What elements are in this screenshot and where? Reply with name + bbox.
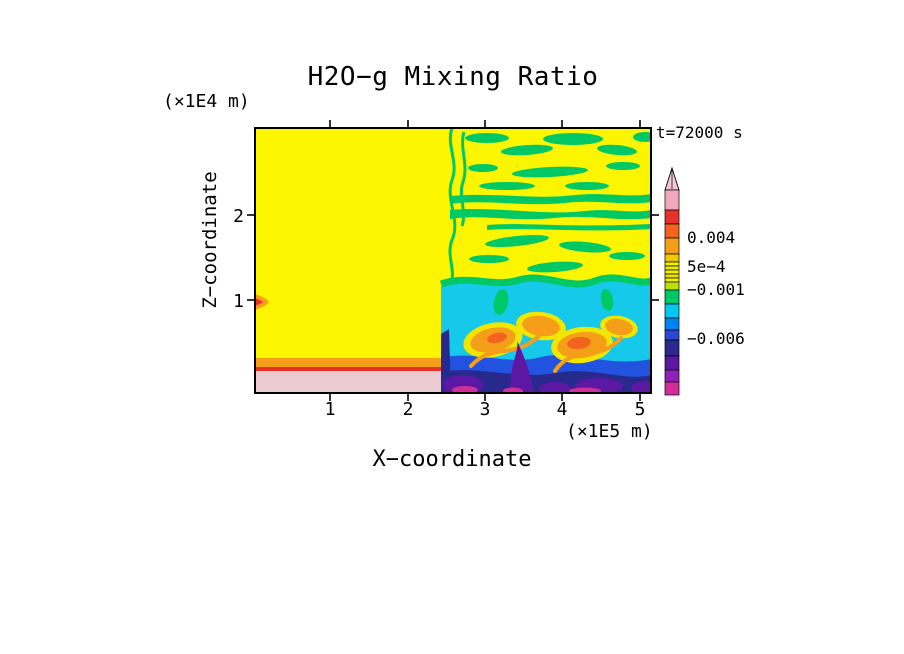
x-tick-label-5: 5 xyxy=(635,399,646,420)
y-axis-label: Z−coordinate xyxy=(199,171,221,308)
colorbar-label-1: 5e−4 xyxy=(687,257,726,276)
contour-field xyxy=(255,128,651,393)
colorbar-segments xyxy=(664,189,680,396)
colorbar-segment xyxy=(664,189,680,211)
surface-red-line xyxy=(255,367,454,371)
green-rim xyxy=(439,274,651,288)
colorbar-segment xyxy=(664,237,680,255)
x-axis-units: (×1E5 m) xyxy=(566,421,653,442)
colorbar-segment xyxy=(664,329,680,341)
axis-ticks xyxy=(247,120,659,401)
surface-pink-strip xyxy=(255,371,451,393)
colorbar-segment xyxy=(664,269,680,275)
colorbar-segment xyxy=(664,265,680,271)
colorbar-segment xyxy=(664,289,680,305)
colorbar-label-0: 0.004 xyxy=(687,228,735,247)
orange-plumes xyxy=(463,311,638,373)
y-tick-label-1: 1 xyxy=(233,291,244,312)
colorbar-segment xyxy=(664,223,680,239)
colorbar-segment xyxy=(664,317,680,331)
purple-tongue xyxy=(510,341,534,393)
surface-orange-band xyxy=(255,358,452,369)
y-axis-units: (×1E4 m) xyxy=(163,91,250,112)
x-tick-label-3: 3 xyxy=(480,399,491,420)
colorbar-segment xyxy=(664,281,680,291)
x-tick-label-4: 4 xyxy=(557,399,568,420)
colorbar xyxy=(664,166,680,396)
colorbar-segment xyxy=(664,369,680,383)
interface-navy-sliver xyxy=(441,329,451,393)
colorbar-segment xyxy=(664,355,680,371)
colorbar-segment xyxy=(664,303,680,319)
colorbar-segment xyxy=(664,209,680,225)
colorbar-label-3: −0.006 xyxy=(687,329,745,348)
lower-turbulent-zone xyxy=(439,274,651,393)
x-axis-label: X−coordinate xyxy=(373,447,532,472)
colorbar-segment xyxy=(664,277,680,283)
chart-title: H2O−g Mixing Ratio xyxy=(308,62,599,92)
plot-frame xyxy=(254,127,652,394)
colorbar-segment xyxy=(664,261,680,267)
left-wall-intrusion xyxy=(255,294,269,310)
time-annotation: t=72000 s xyxy=(656,123,743,142)
colorbar-segment xyxy=(664,381,680,396)
upper-green-structures xyxy=(450,132,651,273)
x-tick-label-2: 2 xyxy=(403,399,414,420)
colorbar-segment xyxy=(664,339,680,357)
colorbar-segment xyxy=(664,253,680,263)
y-tick-label-2: 2 xyxy=(233,206,244,227)
colorbar-segment xyxy=(664,273,680,279)
x-tick-label-1: 1 xyxy=(325,399,336,420)
colorbar-label-2: −0.001 xyxy=(687,280,745,299)
left-surface-layers xyxy=(255,358,454,393)
interface-filaments xyxy=(448,128,467,283)
